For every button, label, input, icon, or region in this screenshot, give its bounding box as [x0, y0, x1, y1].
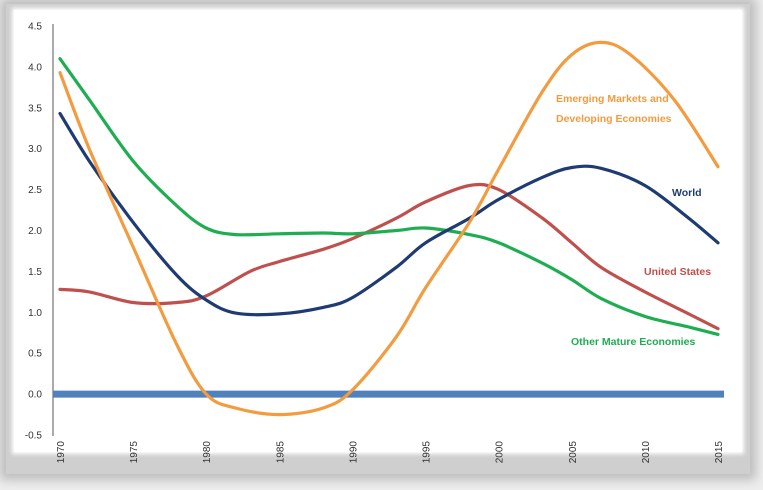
y-tick-label: 2.5 [28, 185, 42, 196]
y-tick-label: 3.0 [28, 144, 42, 155]
y-tick-label: 3.5 [28, 103, 42, 114]
series-lines [58, 40, 720, 417]
x-tick-label: 1990 [348, 441, 359, 464]
x-tick-label: 2000 [495, 441, 506, 464]
x-tick-label: 1995 [422, 441, 433, 464]
series-label-united-states: United States [644, 266, 711, 278]
x-tick-label: 1985 [275, 441, 286, 464]
y-tick-label: 0.5 [28, 349, 42, 360]
series-label-world: World [672, 187, 702, 199]
x-tick-label: 1980 [202, 441, 213, 464]
x-tick-label: 2010 [641, 441, 652, 464]
y-tick-label: 1.5 [28, 267, 42, 278]
x-tick-label: 1970 [56, 441, 67, 464]
y-tick-label: 2.0 [28, 226, 42, 237]
x-tick-labels: 1970 1975 1980 1985 1990 1995 2000 2005 2010 2015 [56, 441, 725, 464]
series-line-emerging-markets-and-developing-economies [58, 40, 720, 417]
x-tick-label: 2015 [714, 441, 725, 464]
x-tick-label: 2005 [568, 441, 579, 464]
series-line-world [58, 111, 720, 317]
series-label-em-line2: Developing Economies [556, 113, 672, 125]
y-tick-label: -0.5 [25, 431, 43, 442]
y-tick-label: 4.0 [28, 62, 42, 73]
series-line-united-states [58, 182, 720, 331]
y-tick-label: 1.0 [28, 308, 42, 319]
series-line-other-mature-economies [58, 57, 720, 336]
y-tick-label: 4.5 [28, 22, 42, 33]
series-label-em-line1: Emerging Markets and [556, 93, 669, 105]
series-label-other-mature: Other Mature Economies [571, 336, 695, 348]
y-tick-label: 0.0 [28, 390, 42, 401]
x-tick-label: 1975 [129, 441, 140, 464]
y-tick-labels: -0.5 0.0 0.5 1.0 1.5 2.0 2.5 3.0 3.5 4.0 4.5 [25, 22, 43, 442]
